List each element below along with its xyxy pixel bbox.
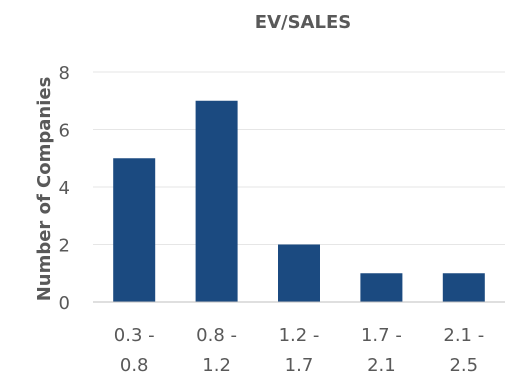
bar bbox=[360, 273, 403, 302]
y-tick-label: 2 bbox=[59, 236, 70, 257]
bar bbox=[113, 158, 156, 302]
x-tick-label: 2.1 -2.5 bbox=[443, 325, 484, 376]
y-tick-labels: 0 2 4 6 8 bbox=[59, 63, 70, 314]
x-tick-label: 0.3 -0.8 bbox=[114, 325, 155, 376]
y-tick-label: 6 bbox=[59, 121, 70, 142]
x-tick-label: 1.2 -1.7 bbox=[279, 325, 320, 376]
x-tick-label: 0.8 -1.2 bbox=[196, 325, 237, 376]
bar bbox=[278, 244, 320, 302]
bar bbox=[195, 100, 238, 302]
y-axis-label: Number of Companies bbox=[34, 77, 55, 302]
bar bbox=[442, 273, 485, 302]
x-tick-labels: 0.3 -0.8 0.8 -1.2 1.2 -1.7 1.7 -2.1 2.1 -2.5 bbox=[114, 325, 484, 376]
y-tick-label: 0 bbox=[59, 293, 70, 314]
y-tick-label: 8 bbox=[59, 63, 70, 84]
chart-title: EV/SALES bbox=[255, 12, 351, 33]
x-tick-label: 1.7 -2.1 bbox=[361, 325, 402, 376]
bars bbox=[113, 100, 485, 302]
y-tick-label: 4 bbox=[59, 178, 70, 199]
